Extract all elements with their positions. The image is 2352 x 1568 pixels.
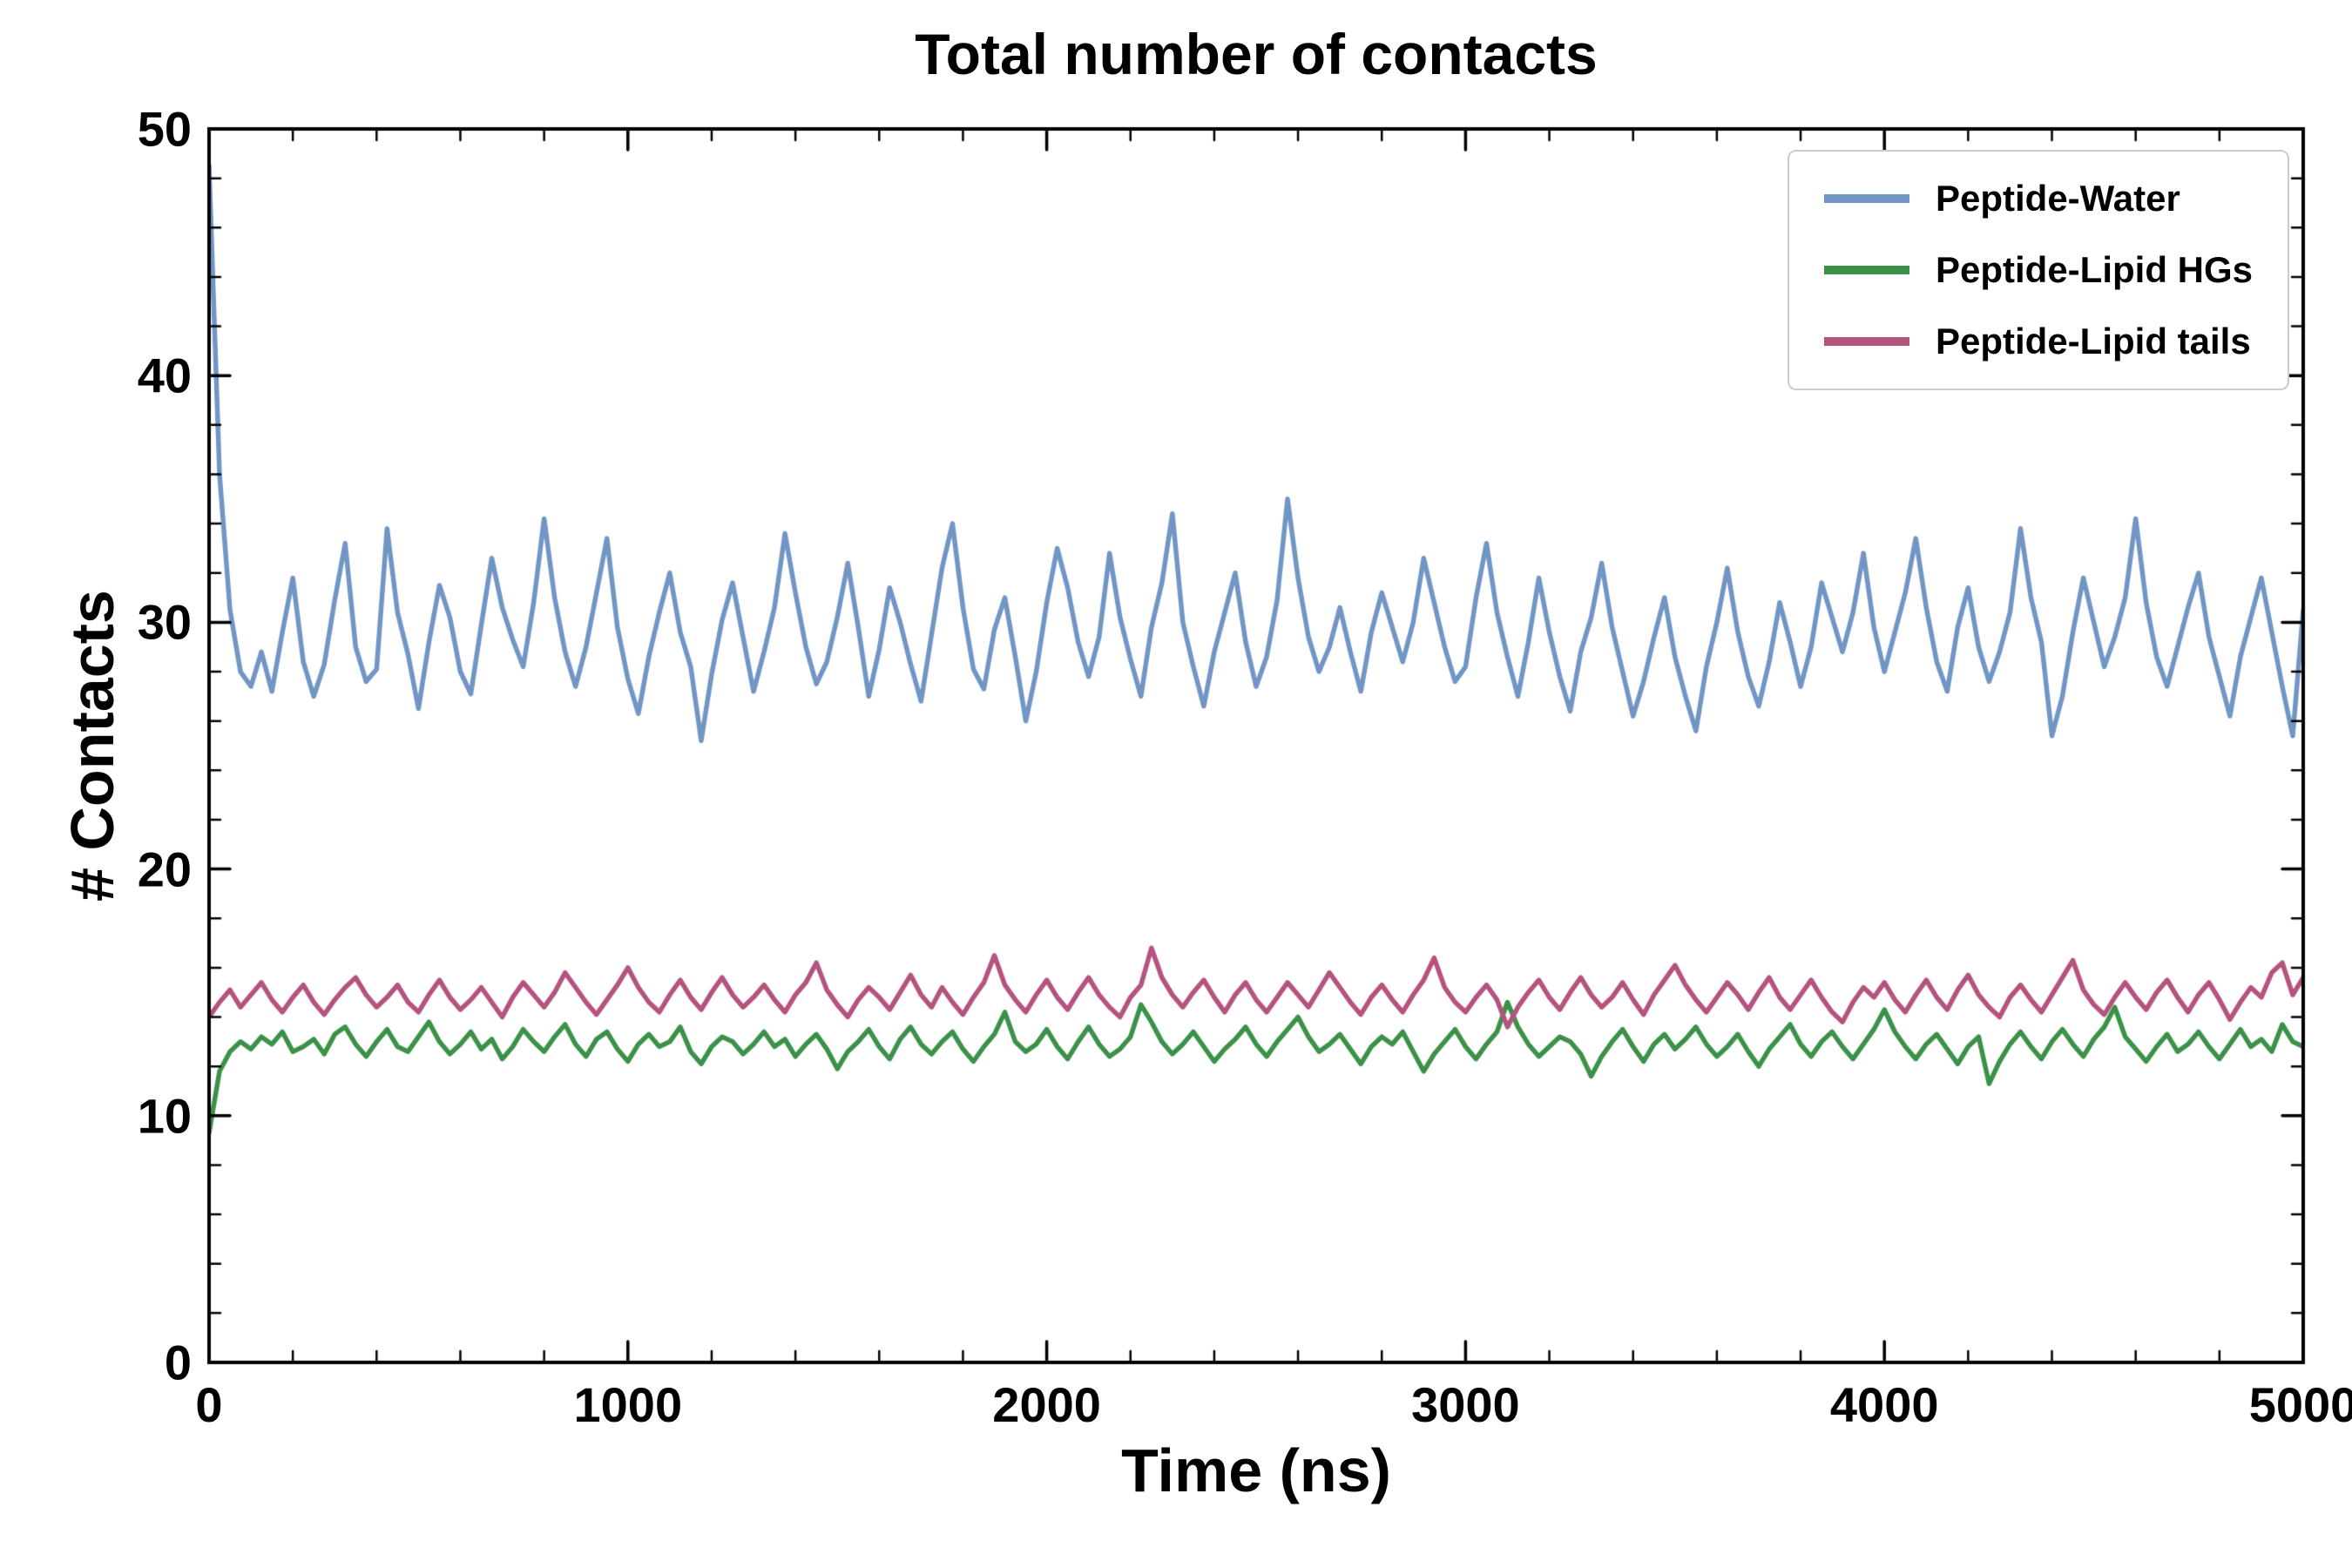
- x-axis-label: Time (ns): [1121, 1436, 1391, 1504]
- legend-swatch-peptide-water: [1823, 194, 1909, 203]
- x-tick-label: 4000: [1829, 1377, 1939, 1432]
- legend-label: Peptide-Water: [1935, 178, 2180, 219]
- legend: Peptide-Water Peptide-Lipid HGs Peptide-…: [1787, 150, 2289, 390]
- y-axis-label: # Contacts: [58, 590, 126, 902]
- y-tick-label: 40: [137, 348, 192, 403]
- x-tick-label: 0: [195, 1377, 223, 1432]
- legend-swatch-peptide-lipid-hgs: [1823, 266, 1909, 274]
- x-tick-label: 5000: [2248, 1377, 2352, 1432]
- y-tick-label: 50: [137, 101, 192, 157]
- legend-swatch-peptide-lipid-tails: [1823, 337, 1909, 346]
- x-tick-label: 2000: [992, 1377, 1101, 1432]
- legend-item-peptide-water: Peptide-Water: [1823, 178, 2253, 220]
- y-tick-label: 20: [137, 841, 192, 897]
- legend-item-peptide-lipid-hgs: Peptide-Lipid HGs: [1823, 249, 2253, 291]
- x-tick-label: 1000: [573, 1377, 683, 1432]
- y-tick-label: 30: [137, 594, 192, 650]
- legend-label: Peptide-Lipid HGs: [1935, 249, 2253, 290]
- y-tick-label: 0: [164, 1335, 192, 1390]
- chart-title: Total number of contacts: [915, 22, 1598, 86]
- legend-item-peptide-lipid-tails: Peptide-Lipid tails: [1823, 321, 2253, 362]
- x-tick-label: 3000: [1411, 1377, 1520, 1432]
- legend-label: Peptide-Lipid tails: [1935, 321, 2251, 362]
- y-tick-label: 10: [137, 1088, 192, 1144]
